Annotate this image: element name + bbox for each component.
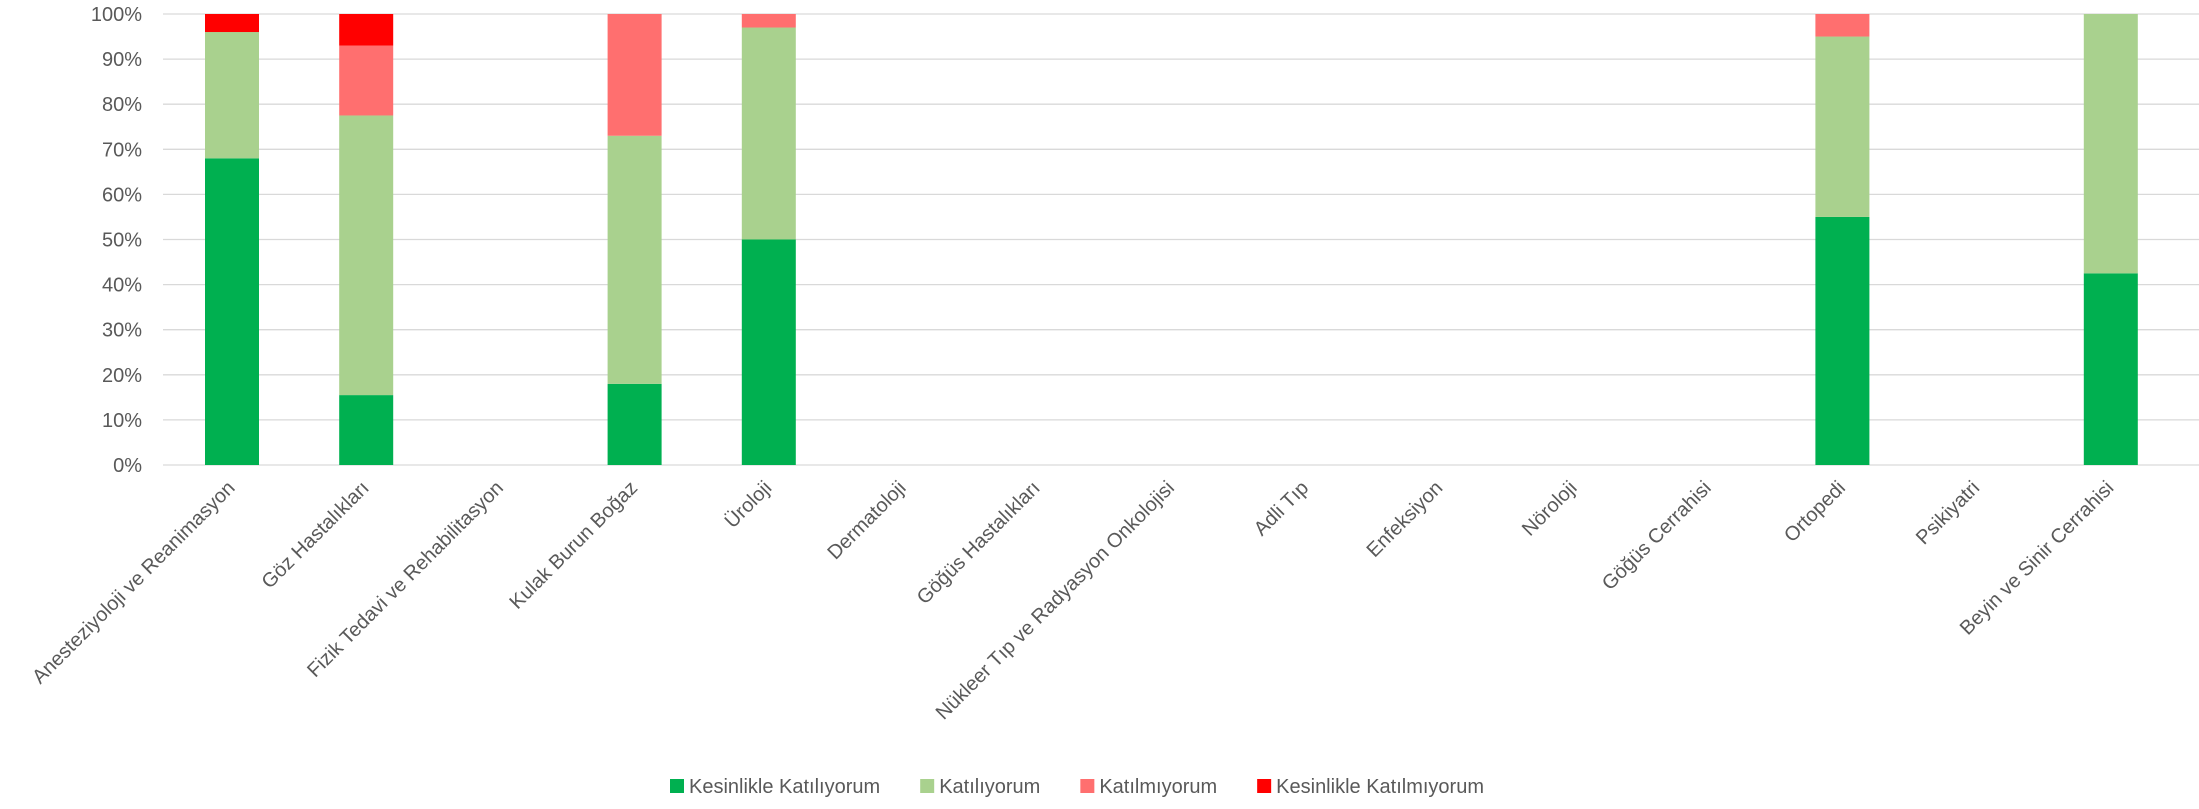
legend: Kesinlikle Katılıyorum Katılıyorum Katılmı… (670, 776, 1484, 798)
x-tick-label: Üroloji (721, 477, 777, 533)
bar-segment (339, 14, 394, 46)
bar-segment (741, 27, 796, 240)
bar-segment (339, 45, 394, 116)
legend-label: Kesinlikle Katılmıyorum (1276, 776, 1484, 798)
x-tick-label: Enfeksiyon (1363, 477, 1448, 562)
x-tick-label: Göz Hastalıkları (258, 477, 374, 593)
legend-item: Katılıyorum (920, 776, 1040, 798)
bar-segment (1815, 216, 1870, 465)
y-tick-label: 80% (102, 94, 142, 116)
x-axis-category-labels: Anesteziyoloji ve Reanimasyon Göz Hastalı… (28, 477, 2118, 724)
bar-segment (741, 239, 796, 465)
x-tick-label: Göğüs Cerrahisi (1598, 477, 1716, 595)
x-tick-label: Nöroloji (1518, 477, 1582, 541)
bar-segment (1815, 14, 1870, 37)
y-tick-label: 60% (102, 184, 142, 206)
y-tick-label: 30% (102, 320, 142, 342)
x-tick-label: Psikiyatri (1912, 477, 1984, 549)
legend-item: Katılmıyorum (1080, 776, 1217, 798)
y-tick-label: 10% (102, 410, 142, 432)
bar-segment (607, 14, 662, 136)
y-tick-label: 0% (113, 455, 142, 477)
legend-label: Katılıyorum (939, 776, 1040, 798)
x-tick-label: Adli Tıp (1250, 477, 1313, 540)
bar-segment (2083, 14, 2138, 274)
legend-swatch (1080, 779, 1095, 793)
y-tick-label: 20% (102, 365, 142, 387)
x-tick-label: Göğüs Hastalıkları (913, 477, 1045, 609)
bars (205, 14, 2138, 465)
bar-segment (1815, 36, 1870, 217)
legend-label: Kesinlikle Katılıyorum (689, 776, 880, 798)
legend-swatch (920, 779, 935, 793)
x-tick-label: Ortopedi (1780, 477, 1850, 547)
y-tick-label: 70% (102, 139, 142, 161)
legend-item: Kesinlikle Katılmıyorum (1257, 776, 1484, 798)
bar-segment (607, 383, 662, 465)
bar-segment (339, 395, 394, 465)
bar-segment (607, 135, 662, 384)
gridlines (163, 13, 2199, 466)
y-tick-label: 40% (102, 275, 142, 297)
bar-segment (2083, 273, 2138, 465)
bar-segment (741, 14, 796, 28)
bar-segment (205, 32, 259, 159)
bar-segment (339, 115, 394, 396)
x-tick-label: Beyin ve Sinir Cerrahisi (1956, 477, 2119, 640)
legend-item: Kesinlikle Katılıyorum (670, 776, 880, 798)
y-tick-label: 50% (102, 230, 142, 252)
legend-label: Katılmıyorum (1099, 776, 1217, 798)
y-tick-label: 100% (91, 4, 142, 26)
bar-segment (205, 158, 259, 465)
bar-segment (205, 14, 259, 33)
x-tick-label: Dermatoloji (823, 477, 910, 564)
y-axis-tick-labels: 0% 10% 20% 30% 40% 50% 60% 70% 80% 90% 100% (91, 4, 142, 477)
legend-swatch (1257, 779, 1272, 793)
y-tick-label: 90% (102, 49, 142, 71)
legend-swatch (670, 779, 684, 793)
x-tick-label: Nükleer Tıp ve Radyasyon Onkolojisi (932, 477, 1179, 724)
x-tick-label: Kulak Burun Boğaz (505, 477, 642, 614)
x-tick-label: Anesteziyoloji ve Reanimasyon (28, 477, 239, 688)
